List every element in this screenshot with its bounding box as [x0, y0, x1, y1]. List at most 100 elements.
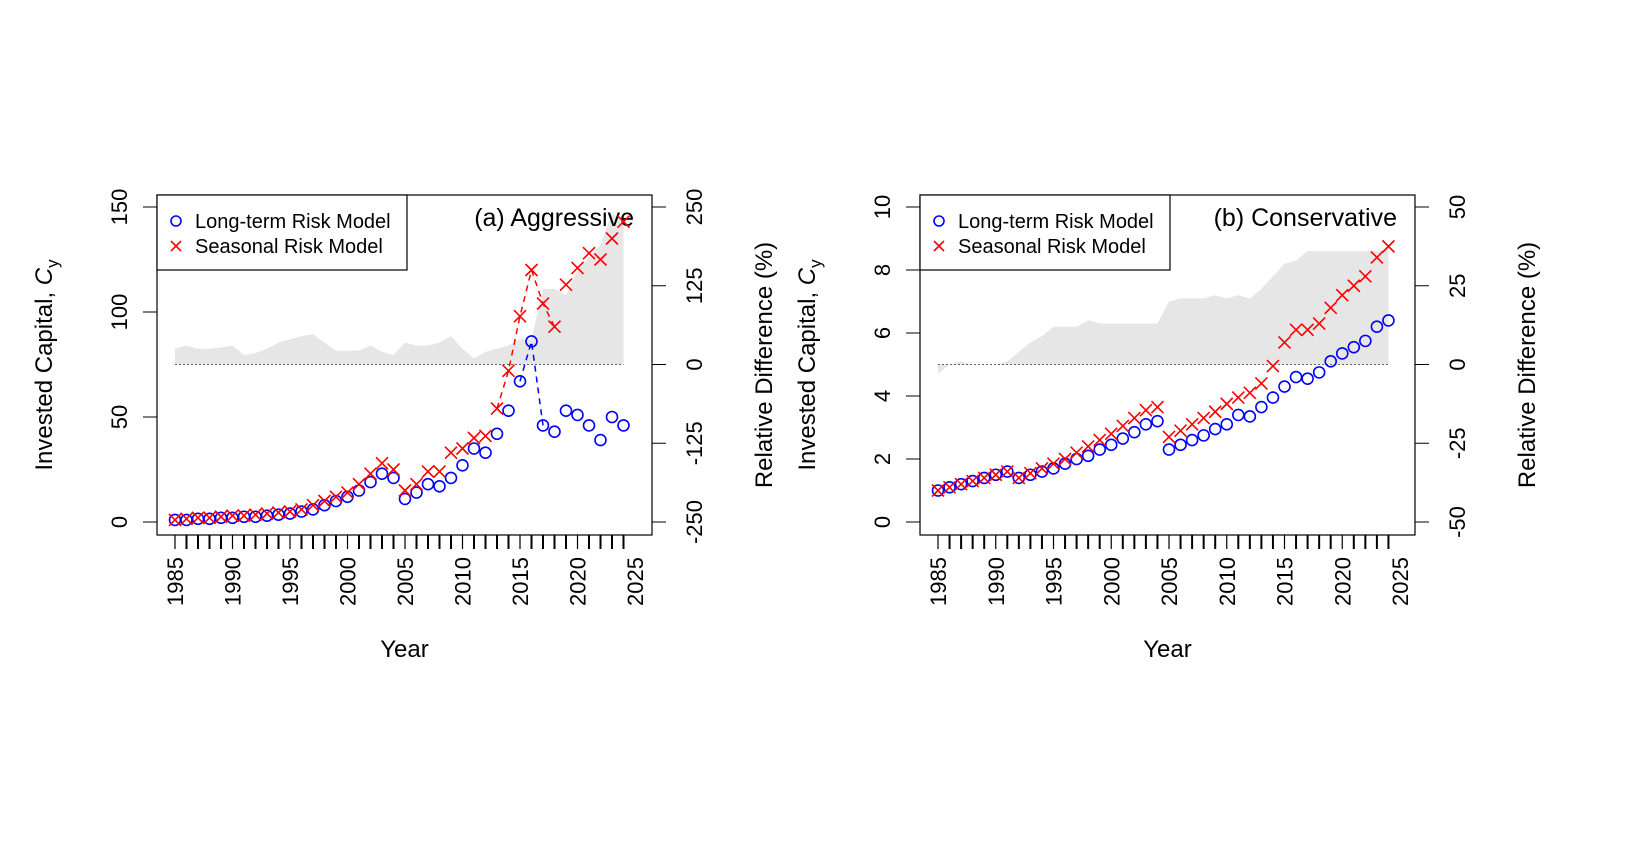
long-term-point [1382, 314, 1395, 327]
long-term-point [352, 484, 366, 497]
seasonal-point [1324, 301, 1338, 315]
long-term-point [444, 471, 458, 485]
long-term-point [617, 419, 630, 432]
seasonal-point [179, 512, 194, 526]
seasonal-point [1381, 239, 1396, 253]
y-tick-label: 150 [107, 189, 132, 226]
seasonal-point [593, 252, 608, 267]
seasonal-point [237, 509, 251, 523]
long-term-point [456, 458, 469, 472]
long-term-point [1012, 471, 1026, 485]
seasonal-point [1289, 323, 1303, 337]
seasonal-point [340, 486, 355, 500]
y-right-tick-label: 50 [1445, 195, 1470, 219]
legend-box [156, 194, 408, 271]
y-axis-label: Invested Capital, Cy [31, 259, 62, 471]
seasonal-point [1358, 269, 1372, 283]
seasonal-point [1231, 391, 1245, 405]
chart-panel-a: 0 50 100 150 -250 -125 0 125 250 1985 1990 1995 2000… [31, 189, 778, 663]
x-tick-label: 1985 [926, 557, 951, 606]
legend-circle-icon [933, 215, 945, 227]
seasonal-point [432, 465, 447, 479]
x-tick-label: 1990 [984, 557, 1009, 606]
long-term-point [1151, 414, 1164, 428]
long-term-point [1266, 391, 1280, 404]
y-right-tick-label: 125 [682, 267, 707, 304]
long-term-point [226, 511, 239, 525]
long-term-point [341, 490, 354, 504]
x-tick-label: 2015 [1273, 557, 1298, 606]
long-term-point [594, 433, 607, 447]
long-term-dashed-line [519, 341, 544, 426]
seasonal-point [1046, 457, 1061, 471]
long-term-point [1359, 334, 1372, 348]
y-right-axis-label: Relative Difference (%) [751, 242, 778, 488]
seasonal-point [931, 483, 945, 498]
legend-circle-icon [170, 215, 182, 227]
long-term-point [260, 509, 274, 523]
long-term-point [375, 467, 389, 481]
long-term-point [1197, 429, 1210, 442]
seasonal-point [966, 474, 980, 488]
x-axis-label: Year [380, 636, 429, 663]
seasonal-point [547, 320, 562, 334]
long-term-point [1174, 438, 1187, 452]
seasonal-point [582, 246, 596, 260]
long-term-point [1289, 370, 1303, 384]
relative-difference-area [175, 213, 624, 365]
seasonal-point [1116, 419, 1130, 433]
long-term-point [559, 404, 573, 418]
y-tick-label: 100 [107, 294, 132, 331]
seasonal-point [409, 477, 424, 491]
y-tick-label: 4 [870, 390, 895, 402]
long-term-point [1093, 443, 1106, 456]
panel-title: (b) Conservative [1214, 204, 1397, 232]
long-term-point [387, 471, 400, 485]
seasonal-point [421, 465, 435, 479]
seasonal-point [1162, 430, 1176, 444]
seasonal-point [1139, 403, 1153, 417]
long-term-point [1220, 418, 1234, 431]
long-term-point [502, 404, 515, 418]
long-term-point [1243, 410, 1257, 423]
long-term-point [943, 481, 956, 494]
long-term-point [410, 486, 423, 499]
x-tick-label: 2015 [508, 557, 533, 606]
x-tick-label: 1985 [163, 557, 188, 606]
seasonal-point [444, 446, 458, 460]
long-term-point [1232, 408, 1245, 422]
seasonal-point [570, 261, 585, 275]
seasonal-point [352, 477, 366, 491]
seasonal-point [478, 429, 493, 443]
seasonal-point [317, 494, 332, 508]
seasonal-point [1301, 323, 1315, 337]
seasonal-point [490, 402, 504, 416]
seasonal-point [1093, 433, 1107, 447]
long-term-point [421, 477, 435, 491]
long-term-point [318, 498, 331, 512]
y-tick-label: 0 [870, 516, 895, 528]
seasonal-point [191, 511, 205, 525]
long-term-point [931, 484, 945, 497]
chart-panel-b: 0 2 4 6 8 10 -50 -25 0 25 50 1985 1990 1995 2000 2005 20… [794, 194, 1541, 663]
long-term-point [548, 425, 561, 439]
seasonal-point [1081, 439, 1095, 453]
long-term-point [1301, 372, 1314, 385]
x-tick-label: 2000 [1099, 557, 1124, 606]
long-term-point [1128, 425, 1141, 439]
seasonal-point [363, 467, 378, 481]
long-term-point [966, 474, 979, 488]
legend: Long-term Risk Model Seasonal Risk Model [156, 194, 408, 271]
seasonal-point [329, 490, 343, 504]
x-tick-label: 2005 [393, 557, 418, 606]
seasonal-point [248, 508, 263, 522]
seasonal-point [1220, 397, 1234, 411]
long-term-point [1162, 443, 1176, 456]
seasonal-point [1335, 288, 1349, 302]
long-term-point [1104, 438, 1118, 452]
long-term-point [977, 471, 991, 485]
legend-label: Seasonal Risk Model [195, 236, 383, 258]
seasonal-point [536, 297, 550, 311]
seasonal-point [1150, 400, 1165, 414]
